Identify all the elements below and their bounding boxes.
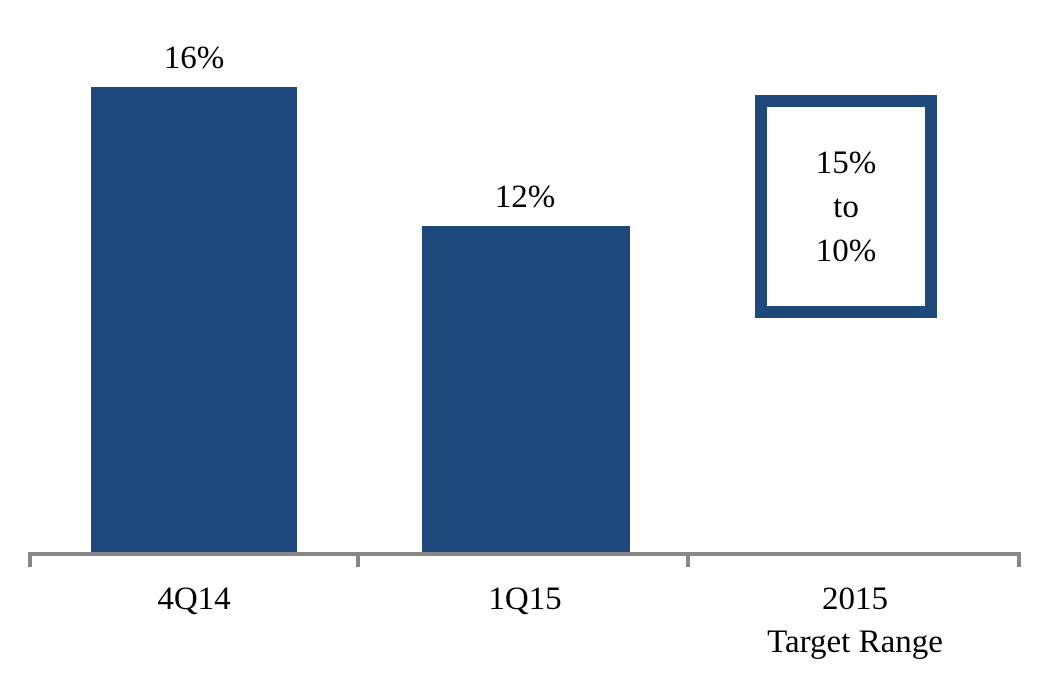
- target-range-box: 15% to 10%: [755, 95, 937, 318]
- x-tick-label-1q15-line1: 1Q15: [488, 581, 562, 617]
- x-tick-label-4q14: 4Q14: [29, 578, 359, 621]
- x-axis-line: [28, 552, 1021, 556]
- x-tick-label-2015-line1: 2015: [822, 581, 888, 617]
- target-range-connector-text: to: [833, 188, 859, 225]
- x-axis-tick-2: [356, 552, 360, 567]
- x-axis-tick-1: [28, 552, 32, 567]
- x-tick-label-4q14-line1: 4Q14: [157, 581, 231, 617]
- x-axis-tick-3: [686, 552, 690, 567]
- x-tick-label-2015-target-range: 2015 Target Range: [690, 578, 1020, 664]
- target-range-high-value: 15%: [815, 144, 877, 181]
- x-tick-label-2015-line2: Target Range: [767, 624, 943, 660]
- bar-1q15: [422, 226, 630, 552]
- x-axis-tick-4: [1017, 552, 1021, 567]
- target-range-low-value: 10%: [815, 232, 877, 269]
- bar-4q14: [91, 87, 297, 552]
- x-tick-label-1q15: 1Q15: [360, 578, 690, 621]
- data-label-1q15: 12%: [494, 179, 556, 215]
- data-label-4q14: 16%: [163, 40, 225, 76]
